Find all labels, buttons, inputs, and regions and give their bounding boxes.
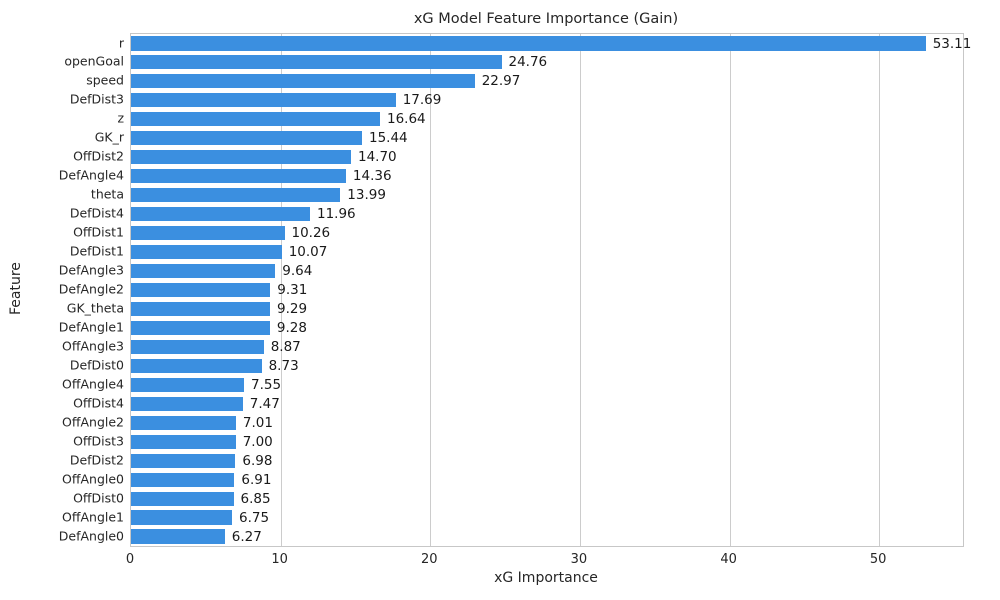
y-tick-label: DefDist3 xyxy=(69,91,124,107)
gridline xyxy=(430,34,432,546)
bar-value-label: 8.73 xyxy=(268,357,299,374)
bar-DefAngle4 xyxy=(131,169,346,184)
bar-DefDist2 xyxy=(131,453,236,468)
x-tick-label: 10 xyxy=(271,552,288,567)
bar-OffAngle2 xyxy=(131,415,236,430)
y-tick-label: openGoal xyxy=(64,53,124,69)
bar-GK_theta xyxy=(131,301,270,317)
gridline xyxy=(729,34,731,546)
y-tick-label: speed xyxy=(86,72,124,88)
plot-area: 53.11 24.76 22.97 17.69 16.64 15.44 14.70 14.36… xyxy=(130,33,971,547)
bar-value-label: 6.91 xyxy=(241,471,272,488)
y-tick-label: theta xyxy=(90,186,124,202)
bar-OffAngle0 xyxy=(131,472,235,487)
bar-value-label: 6.27 xyxy=(231,528,262,545)
bar-OffAngle4 xyxy=(131,377,244,392)
bar-value-label: 7.01 xyxy=(242,414,273,431)
bar-value-label: 6.85 xyxy=(240,490,271,507)
y-tick-label: OffAngle1 xyxy=(62,509,124,525)
gridline xyxy=(879,34,881,546)
bar-value-label: 9.64 xyxy=(282,263,313,279)
x-axis-title: xG Importance xyxy=(494,570,598,586)
bar-DefDist4 xyxy=(131,207,310,222)
y-tick-label: OffAngle4 xyxy=(62,376,124,392)
y-tick-label: DefAngle0 xyxy=(58,528,124,543)
bar-value-label: 13.99 xyxy=(347,187,386,204)
y-tick-label: GK_r xyxy=(94,129,124,145)
bar-value-label: 7.47 xyxy=(249,395,280,412)
bar-value-label: 53.11 xyxy=(932,35,972,52)
y-tick-label: GK_theta xyxy=(66,300,124,316)
y-tick-label: OffAngle0 xyxy=(62,471,124,487)
gridline xyxy=(280,34,282,546)
y-tick-label: OffAngle3 xyxy=(62,338,124,354)
bar-OffAngle3 xyxy=(131,339,264,354)
x-tick-label: 20 xyxy=(421,552,438,567)
bar-value-label: 7.55 xyxy=(251,376,282,393)
bar-value-label: 6.98 xyxy=(242,452,273,469)
y-tick-label: OffDist1 xyxy=(73,224,124,240)
bar-value-label: 15.44 xyxy=(369,130,408,147)
y-tick-label: OffDist3 xyxy=(73,433,124,449)
bar-OffDist4 xyxy=(131,396,243,411)
x-tick-label: 30 xyxy=(570,552,588,567)
x-tick-labels: 0 10 20 30 40 50 xyxy=(126,545,962,567)
bar-value-label: 6.75 xyxy=(239,509,270,526)
bar-DefAngle2 xyxy=(131,282,271,298)
bar-value-label: 7.00 xyxy=(242,433,273,450)
bar-DefAngle0 xyxy=(131,529,225,544)
bar-value-label: 11.96 xyxy=(317,206,356,223)
y-tick-label: OffDist4 xyxy=(73,395,124,411)
x-tick-label: 50 xyxy=(869,552,887,567)
bar-DefAngle3 xyxy=(131,263,276,279)
bar-value-label: 17.69 xyxy=(402,92,442,109)
y-tick-label: DefAngle2 xyxy=(58,281,124,297)
bar-value-label: 16.64 xyxy=(387,111,426,128)
x-tick-label: 40 xyxy=(720,552,737,567)
y-tick-label: DefDist4 xyxy=(69,205,124,221)
bar-speed xyxy=(131,74,475,89)
bar-value-label: 10.07 xyxy=(288,244,328,261)
bar-theta xyxy=(131,188,341,203)
bar-value-label: 22.97 xyxy=(481,73,521,90)
bar-value-label: 9.29 xyxy=(277,301,308,317)
y-tick-label: DefAngle4 xyxy=(58,167,124,183)
y-tick-label: DefAngle1 xyxy=(58,319,124,335)
y-tick-label: DefAngle3 xyxy=(58,262,124,278)
bar-value-label: 24.76 xyxy=(508,54,548,71)
y-tick-label: OffDist2 xyxy=(73,148,124,164)
bar-value-label: 8.87 xyxy=(270,338,301,355)
bar-DefDist1 xyxy=(131,245,282,260)
bar-DefDist3 xyxy=(131,93,396,108)
bar-r xyxy=(131,36,926,51)
y-tick-label: OffDist0 xyxy=(73,490,124,506)
y-tick-label: DefDist2 xyxy=(69,452,124,468)
bar-OffAngle1 xyxy=(131,510,232,525)
y-tick-label: z xyxy=(117,110,124,126)
bar-OffDist0 xyxy=(131,491,234,506)
bar-z xyxy=(131,112,380,127)
bar-DefDist0 xyxy=(131,358,262,373)
bar-OffDist1 xyxy=(131,226,285,241)
bar-value-label: 14.36 xyxy=(352,168,392,185)
bar-OffDist3 xyxy=(131,434,236,449)
y-tick-label: r xyxy=(118,35,124,50)
bar-GK_r xyxy=(131,131,362,146)
bar-value-label: 10.26 xyxy=(291,225,331,242)
bar-openGoal xyxy=(131,55,502,70)
y-tick-labels: r openGoal speed DefDist3 z GK_r OffDist2 DefAn… xyxy=(0,33,124,545)
bar-value-label: 9.28 xyxy=(276,319,307,336)
x-tick-label: 0 xyxy=(125,552,135,567)
bar-DefAngle1 xyxy=(131,320,270,335)
y-tick-label: DefDist1 xyxy=(69,243,124,259)
bar-value-label: 14.70 xyxy=(358,149,397,166)
y-tick-label: DefDist0 xyxy=(69,357,124,373)
bar-OffDist2 xyxy=(131,150,351,165)
gridline xyxy=(579,34,581,546)
chart-title: xG Model Feature Importance (Gain) xyxy=(413,11,679,27)
bar-value-label: 9.31 xyxy=(277,282,308,298)
y-tick-label: OffAngle2 xyxy=(62,414,124,430)
